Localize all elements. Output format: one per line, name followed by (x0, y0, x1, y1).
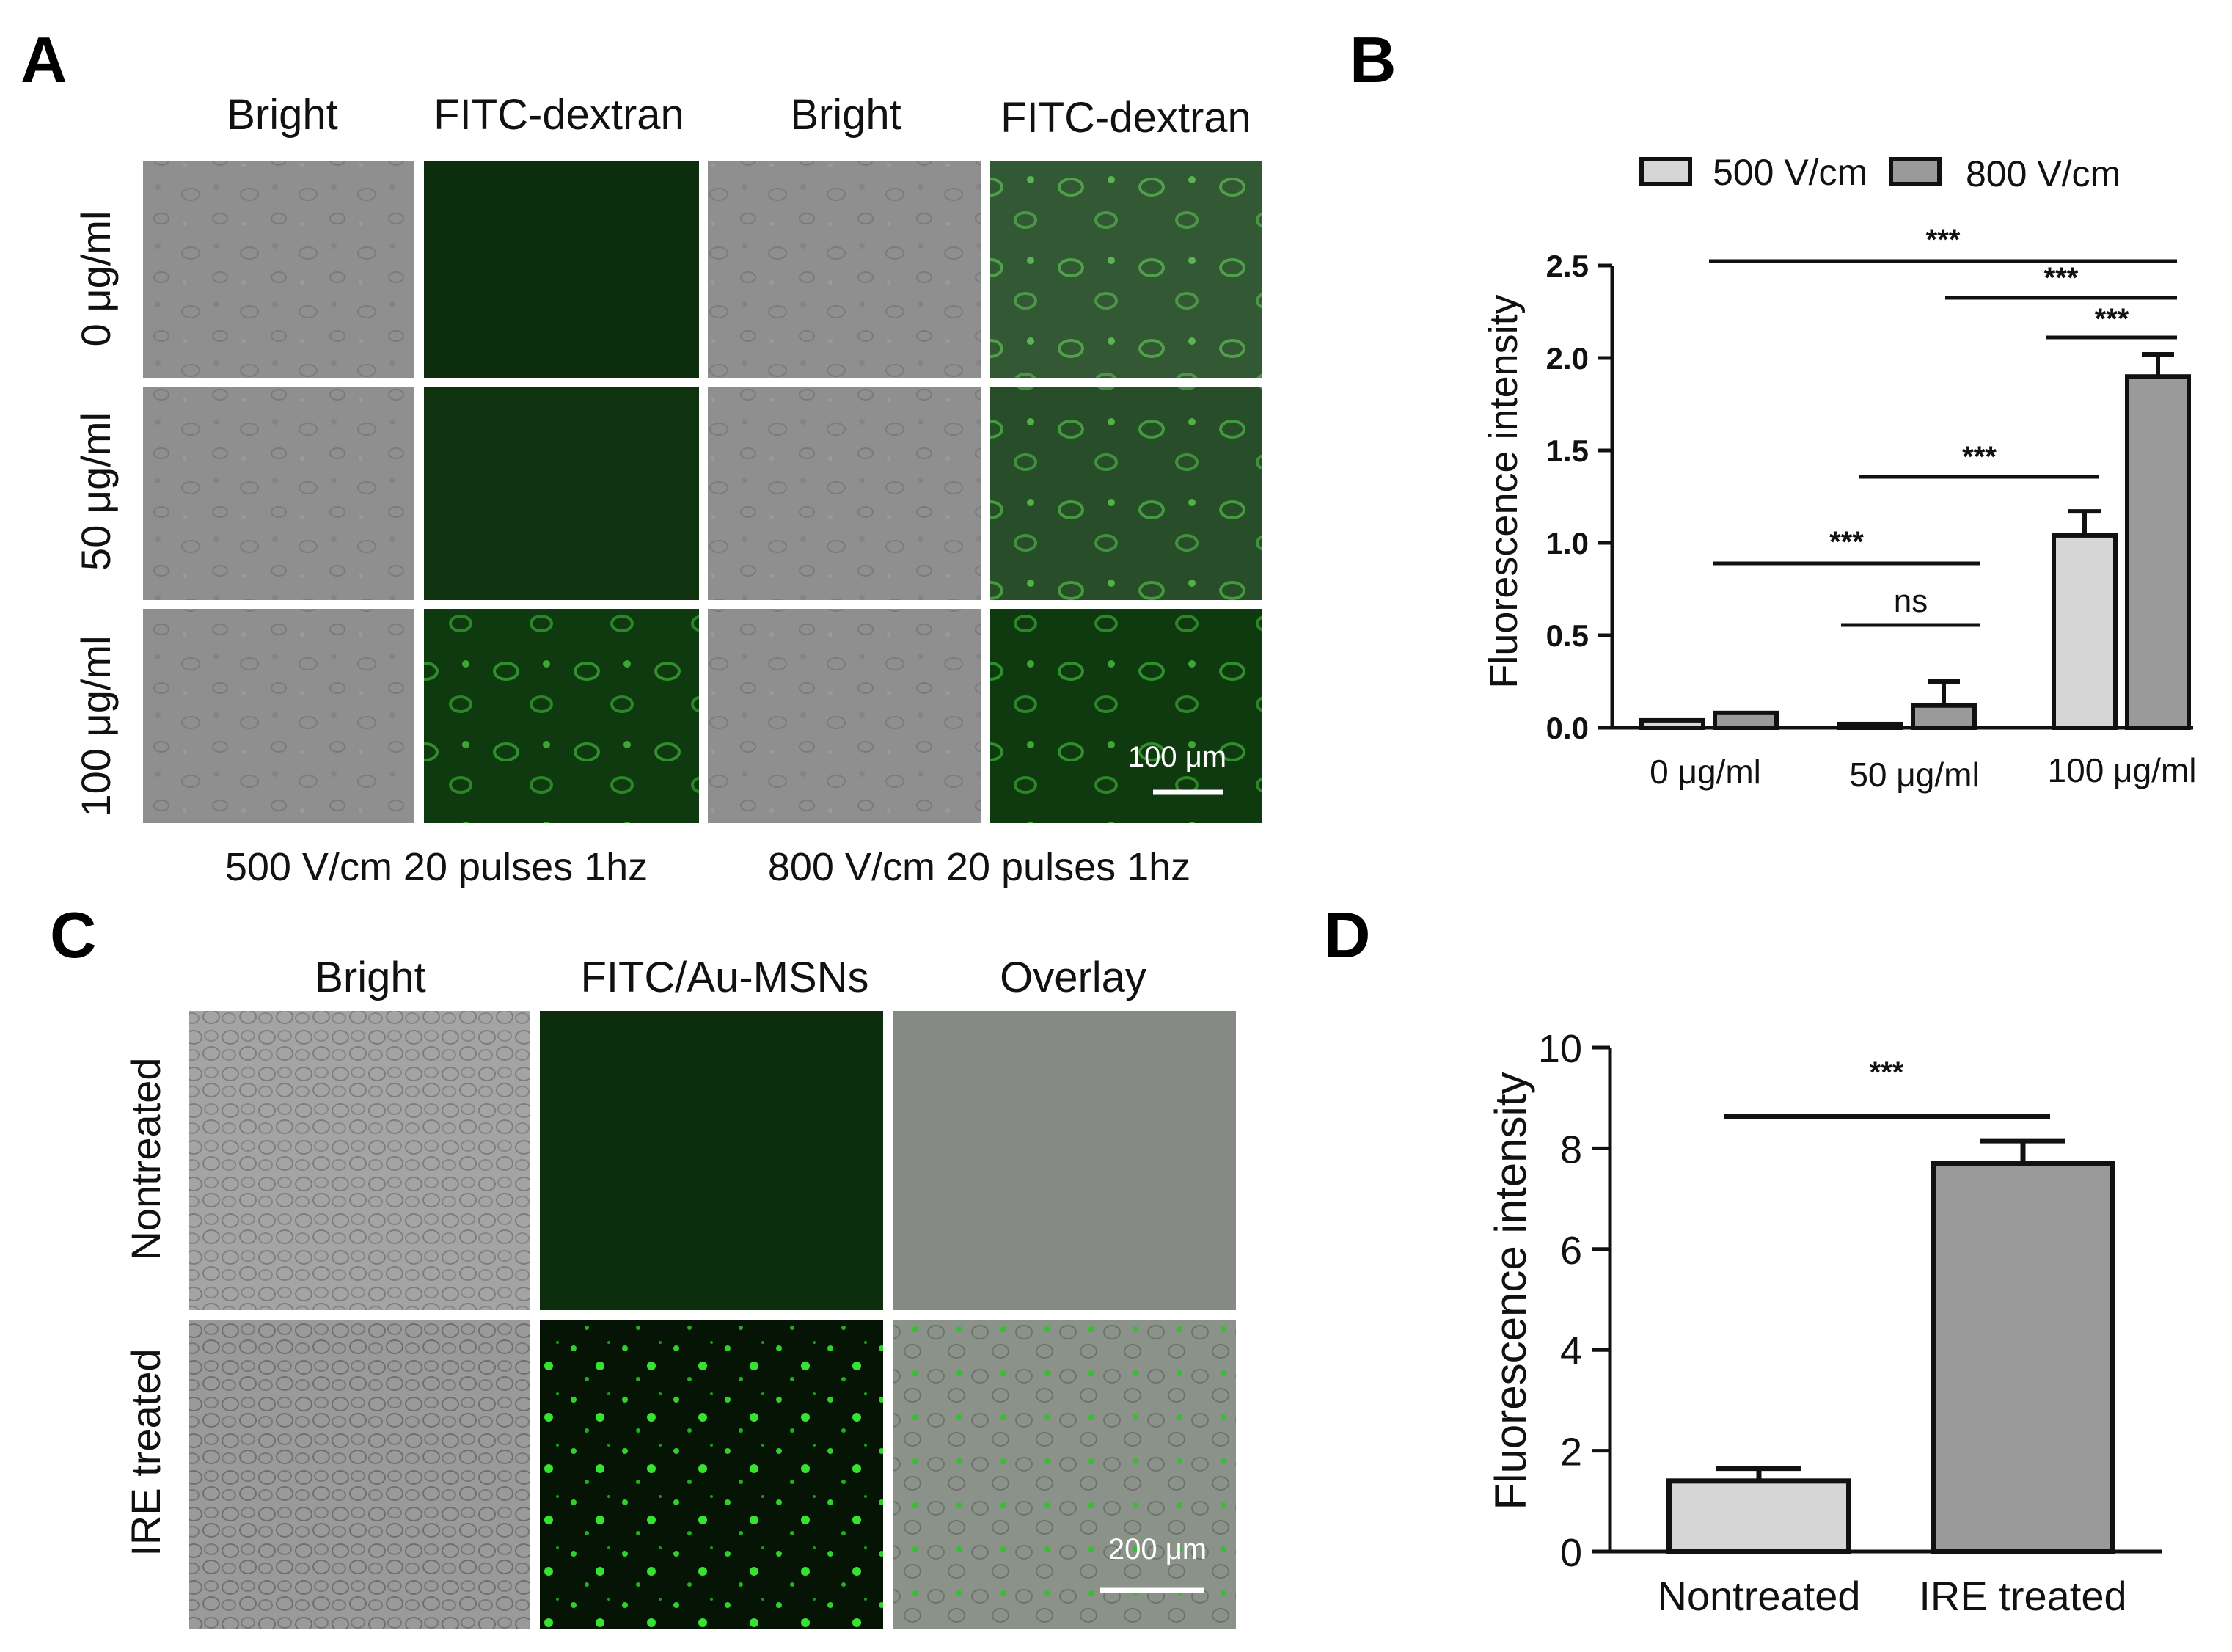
chart-b-legend-swatch-800 (1889, 157, 1942, 186)
micrograph-a-fitc-500-50 (424, 387, 699, 600)
chart-b-legend-label-500: 500 V/cm (1713, 152, 1867, 193)
panel-a-letter: A (21, 23, 67, 96)
chart-b-legend-label-800: 800 V/cm (1966, 153, 2121, 194)
panel-c-col-header-bright: Bright (315, 954, 426, 1001)
chart-b-significance-label: *** (1962, 441, 1997, 473)
chart-b-significance-label: ns (1894, 583, 1928, 619)
micrograph-c-bright-nontreated (189, 1011, 530, 1310)
panel-c-row-label-nontreated: Nontreated (122, 1057, 169, 1260)
micrograph-a-bright-800-100 (708, 609, 981, 823)
panel-a-col-header-1: Bright (227, 91, 338, 139)
chart-b-category-label: 0 μg/ml (1650, 753, 1761, 791)
chart-b-y-tick-label: 0.5 (1546, 618, 1589, 653)
chart-b-y-tick-label: 0.0 (1546, 711, 1589, 745)
panel-a-image-grid (143, 161, 1262, 823)
chart-b-bar-500-2 (2052, 533, 2118, 730)
panel-a-row-label-50: 50 μg/ml (73, 412, 119, 571)
panel-a-row-label-100: 100 μg/ml (73, 635, 119, 816)
panel-b-letter: B (1350, 23, 1397, 96)
chart-d-category-label: Nontreated (1657, 1573, 1860, 1619)
panel-c-letter: C (50, 899, 97, 971)
chart-b-bar-800-2 (2125, 374, 2191, 730)
micrograph-a-fitc-800-100 (990, 609, 1262, 823)
micrograph-a-bright-500-100 (143, 609, 414, 823)
chart-d-bar-ire-treated (1931, 1161, 2115, 1554)
micrograph-c-fitc-ire (540, 1320, 883, 1629)
micrograph-a-fitc-500-0 (424, 161, 699, 378)
chart-b-significance-label: *** (2095, 303, 2129, 335)
chart-b-legend-swatch-500 (1639, 157, 1692, 186)
micrograph-a-fitc-800-50 (990, 387, 1262, 600)
chart-d-y-tick-label: 4 (1560, 1329, 1582, 1373)
chart-b-significance-label: *** (1926, 224, 1961, 256)
chart-d-significance-label: *** (1870, 1056, 1904, 1089)
panel-c-scale-label: 200 μm (1108, 1533, 1207, 1565)
micrograph-a-bright-500-50 (143, 387, 414, 600)
chart-d-y-tick-label: 8 (1560, 1127, 1582, 1172)
micrograph-a-fitc-800-0 (990, 161, 1262, 378)
panel-a-col-header-2: FITC-dextran (433, 91, 684, 139)
chart-b-y-tick-label: 1.0 (1546, 526, 1589, 560)
chart-d-y-tick-label: 0 (1560, 1531, 1582, 1575)
chart-b-bar-800-1 (1911, 703, 1977, 731)
panel-c-col-header-overlay: Overlay (1000, 954, 1146, 1001)
micrograph-c-bright-ire (189, 1320, 530, 1629)
chart-b-category-label: 50 μg/ml (1849, 756, 1979, 794)
chart-b-y-axis-label: Fluorescence intensity (1482, 294, 1526, 688)
panel-a-col-header-3: Bright (790, 91, 901, 139)
panel-d-letter: D (1324, 899, 1371, 971)
chart-b-category-label: 100 μg/ml (2048, 751, 2197, 789)
panel-c-row-label-ire: IRE treated (122, 1348, 169, 1556)
micrograph-c-overlay-nontreated (893, 1011, 1236, 1310)
chart-d-bar-nontreated (1666, 1478, 1851, 1554)
chart-d-y-tick-label: 2 (1560, 1430, 1582, 1474)
chart-b-bar-500-1 (1837, 721, 1903, 731)
micrograph-c-fitc-nontreated (540, 1011, 883, 1310)
chart-b-significance-label: *** (2044, 262, 2079, 294)
chart-d-y-tick-label: 6 (1560, 1229, 1582, 1273)
panel-a-scale-label: 100 μm (1128, 741, 1226, 773)
chart-b: 0.0 0.5 1.0 1.5 2.0 2.5 Fluorescence intensity… (1482, 152, 2196, 794)
panel-a-caption-500: 500 V/cm 20 pulses 1hz (225, 845, 648, 889)
micrograph-a-bright-800-50 (708, 387, 981, 600)
panel-c-col-header-fitc: FITC/Au-MSNs (580, 954, 868, 1001)
chart-d-y-axis-label: Fluorescence intensity (1486, 1072, 1535, 1510)
chart-b-significance-label: *** (1829, 526, 1864, 558)
micrograph-a-bright-500-0 (143, 161, 414, 378)
panel-c-image-grid (189, 1011, 1236, 1629)
chart-b-bar-500-0 (1639, 717, 1705, 730)
micrograph-a-bright-800-0 (708, 161, 981, 378)
panel-a-col-header-4: FITC-dextran (1000, 94, 1251, 142)
panel-a-row-label-0: 0 μg/ml (73, 211, 119, 347)
chart-d-category-label: IRE treated (1919, 1573, 2126, 1619)
chart-b-y-tick-label: 2.0 (1546, 341, 1589, 376)
panel-a-caption-800: 800 V/cm 20 pulses 1hz (768, 845, 1190, 889)
chart-b-bar-800-0 (1713, 710, 1779, 731)
micrograph-c-overlay-ire (893, 1320, 1236, 1629)
chart-d-y-tick-label: 10 (1538, 1027, 1582, 1071)
chart-b-y-tick-label: 1.5 (1546, 434, 1589, 468)
micrograph-a-fitc-500-100 (424, 609, 699, 823)
chart-b-y-tick-label: 2.5 (1546, 249, 1589, 283)
